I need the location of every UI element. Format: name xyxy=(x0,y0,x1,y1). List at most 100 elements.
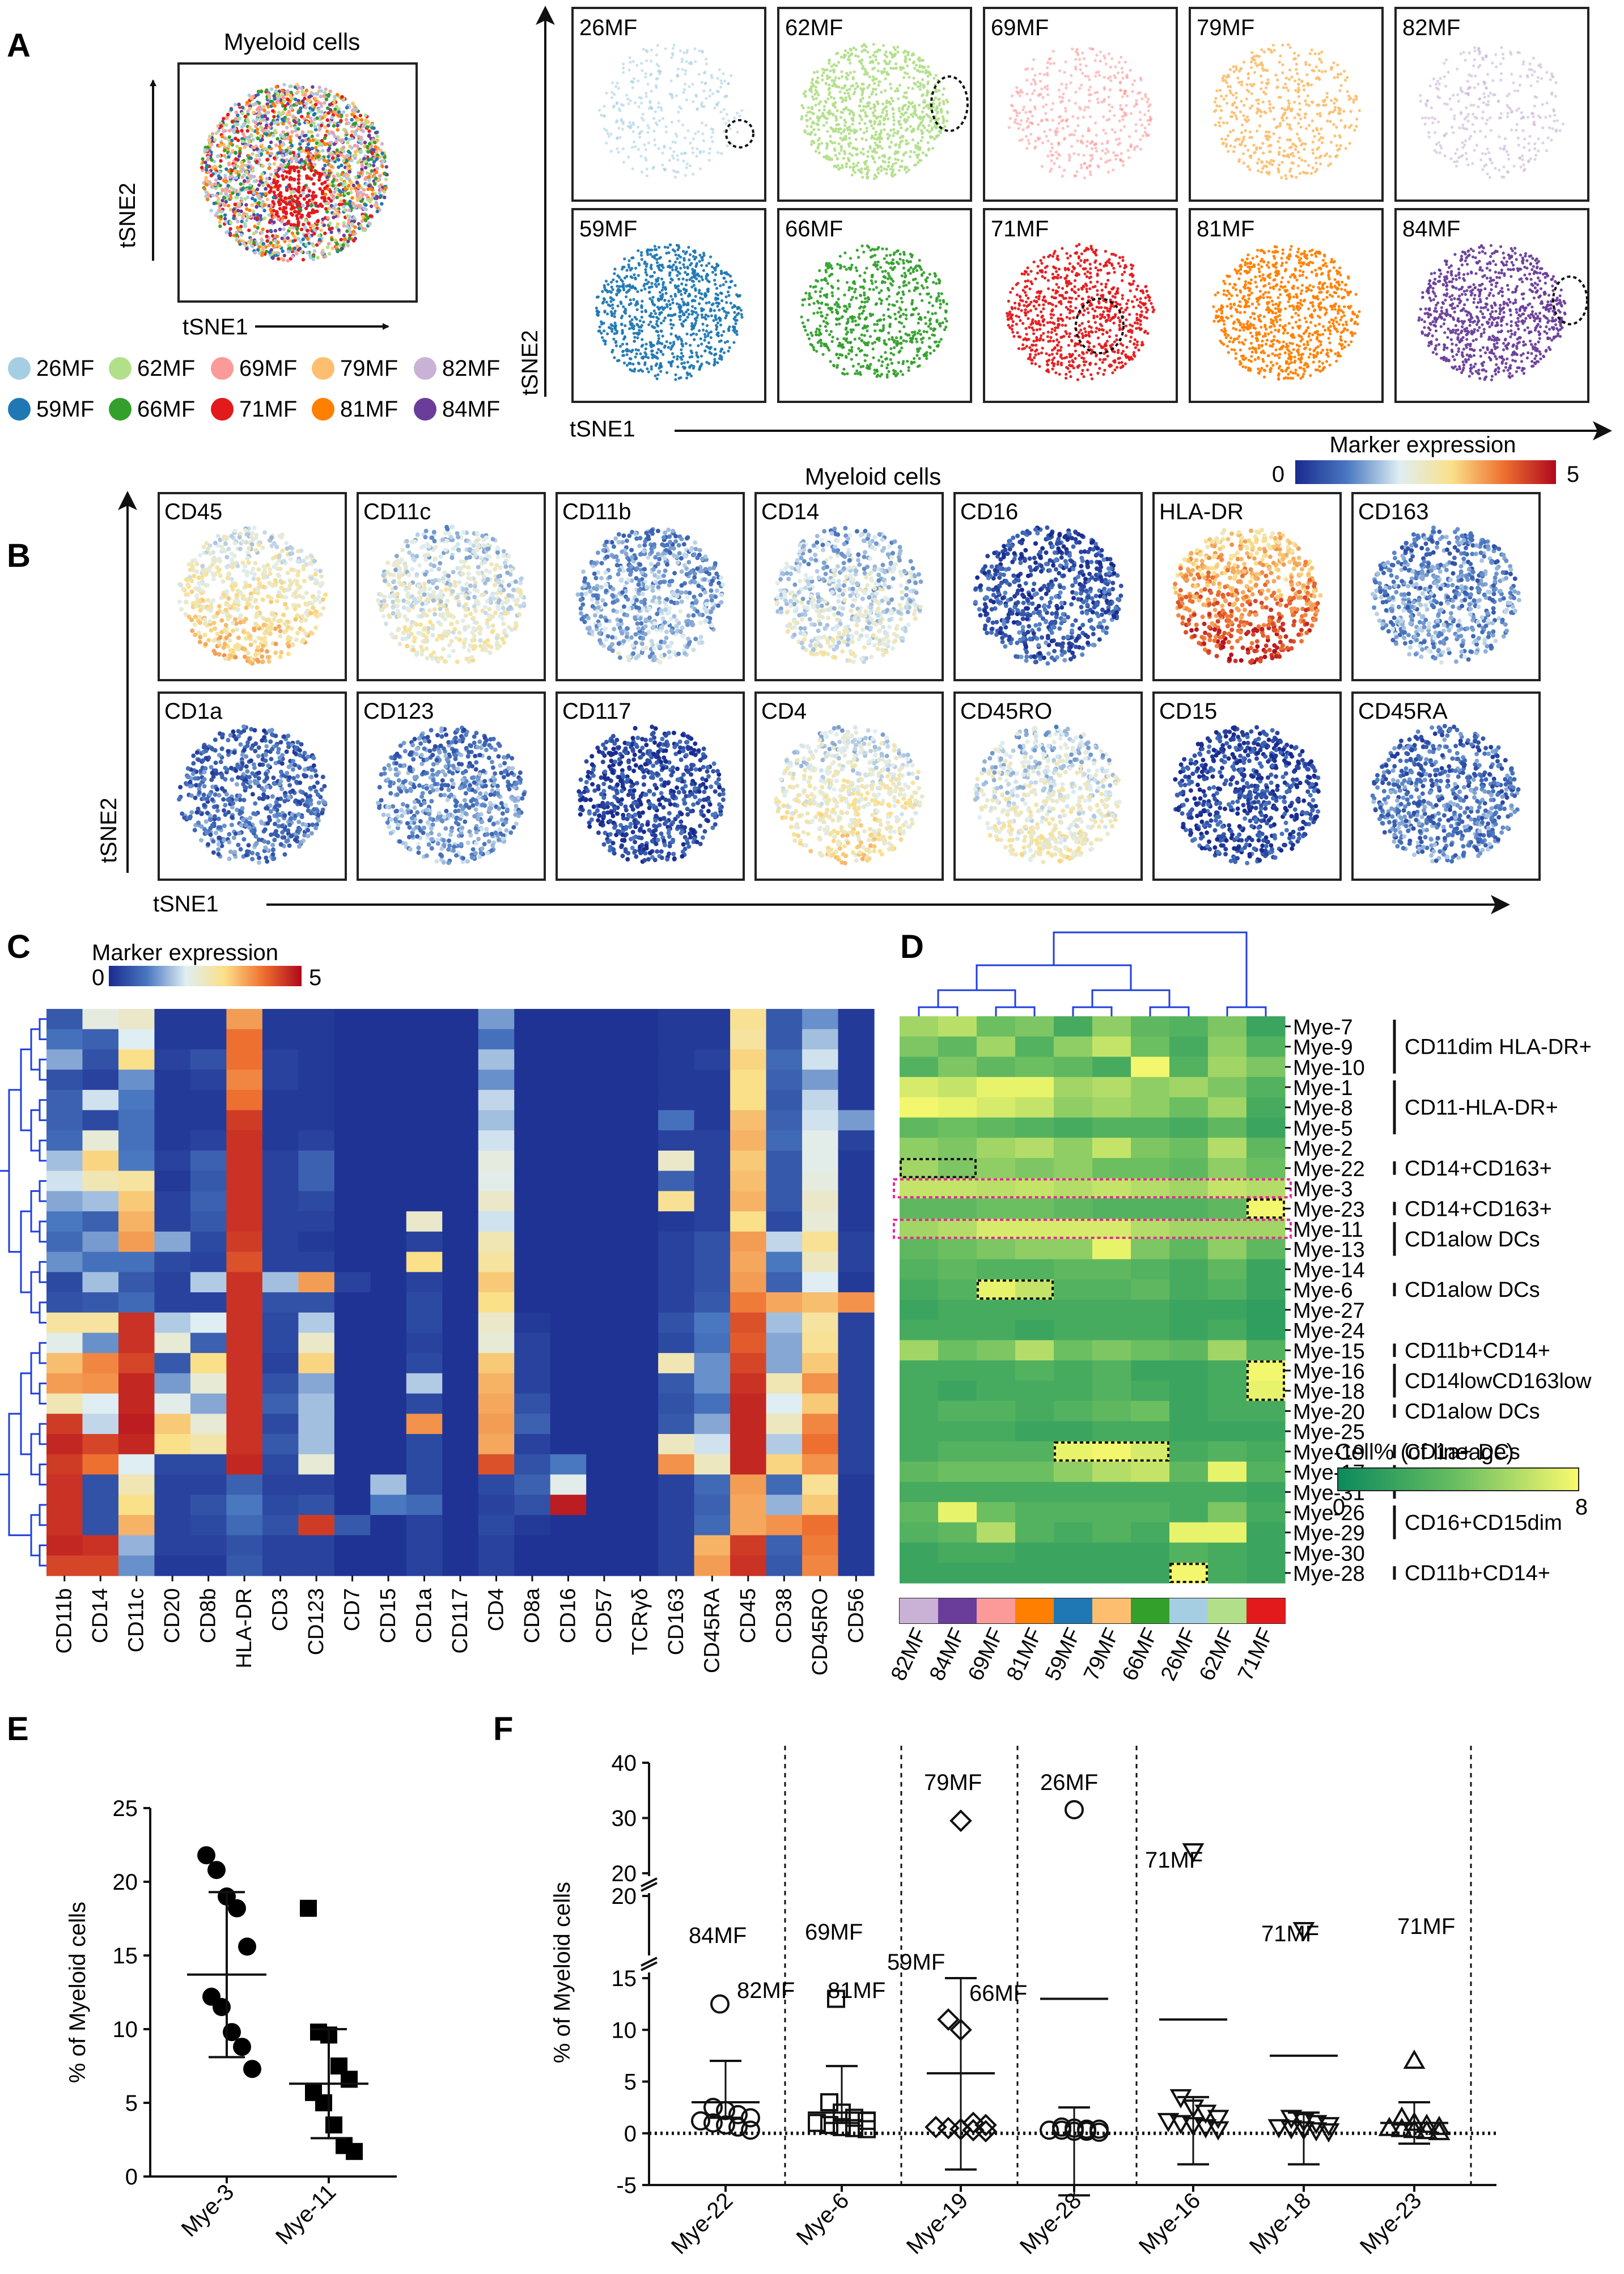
sample-cell xyxy=(1515,129,1518,132)
sample-cell xyxy=(1074,174,1078,177)
sample-cell xyxy=(617,126,621,130)
sample-cell xyxy=(921,78,925,81)
sample-cell xyxy=(1134,129,1138,133)
overview-cell xyxy=(358,158,362,162)
sample-cell xyxy=(1275,86,1279,89)
overview-cell xyxy=(296,177,301,181)
sample-cell xyxy=(1061,96,1065,99)
sample-cell xyxy=(1248,107,1252,110)
sample-cell xyxy=(1233,145,1236,149)
sample-cell xyxy=(611,307,614,310)
sample-cell xyxy=(725,94,728,97)
sample-cell xyxy=(1088,78,1091,82)
sample-cell xyxy=(1232,150,1236,153)
sample-cell xyxy=(1259,87,1263,91)
overview-cell xyxy=(246,143,250,147)
sample-cell xyxy=(1104,152,1107,155)
overview-cell xyxy=(233,210,237,214)
sample-cell xyxy=(1282,119,1285,122)
sample-cell xyxy=(868,101,871,105)
sample-cell xyxy=(1222,121,1226,125)
overview-cell xyxy=(370,123,374,128)
overview-cell xyxy=(288,84,292,88)
sample-cell xyxy=(1299,125,1303,129)
overview-cell xyxy=(234,111,238,114)
sample-cell xyxy=(1074,91,1078,94)
sample-cell xyxy=(628,121,631,125)
sample-cell xyxy=(1074,49,1078,53)
sample-cell xyxy=(627,102,630,105)
sample-cell xyxy=(1473,49,1477,53)
overview-cell xyxy=(265,158,269,162)
sample-cell xyxy=(1527,142,1530,145)
overview-cell xyxy=(318,114,323,119)
sample-cell xyxy=(1494,167,1497,170)
sample-cell xyxy=(1444,58,1448,62)
overview-cell xyxy=(320,220,324,225)
sample-cell xyxy=(1313,135,1316,138)
sample-cell xyxy=(1033,80,1037,83)
overview-cell xyxy=(339,153,344,157)
overview-cell xyxy=(296,237,300,241)
overview-cell xyxy=(280,143,284,147)
overview-cell xyxy=(278,148,283,152)
overview-cell xyxy=(336,211,340,216)
overview-cell xyxy=(274,89,278,94)
overview-cell xyxy=(352,239,356,243)
sample-cell xyxy=(1232,94,1235,97)
sample-cell xyxy=(1427,116,1431,120)
overview-cell xyxy=(230,168,234,173)
sample-cell xyxy=(914,113,918,117)
sample-cell xyxy=(644,347,647,351)
sample-cell xyxy=(1031,114,1034,118)
sample-cell xyxy=(1243,104,1246,107)
overview-cell xyxy=(322,94,326,98)
sample-cell xyxy=(1087,88,1091,92)
sample-cell xyxy=(1326,119,1329,122)
overview-cell xyxy=(248,107,252,111)
sample-cell xyxy=(1116,154,1119,157)
sample-cell xyxy=(1491,79,1495,82)
sample-cell xyxy=(1027,124,1031,128)
sample-cell xyxy=(709,147,712,150)
sample-cell xyxy=(1295,68,1298,71)
sample-cell xyxy=(872,127,875,130)
overview-cell xyxy=(379,188,383,192)
overview-cell xyxy=(340,247,344,251)
sample-cell xyxy=(684,136,687,139)
overview-cell xyxy=(373,196,378,201)
sample-cell xyxy=(928,120,932,123)
sample-cell xyxy=(1522,169,1525,172)
sample-cell xyxy=(1293,100,1296,104)
sample-cell xyxy=(693,338,696,341)
sample-cell xyxy=(1091,154,1094,157)
overview-cell xyxy=(323,199,327,203)
sample-cell xyxy=(1040,87,1044,91)
sample-cell xyxy=(860,50,864,53)
sample-cell xyxy=(616,147,619,150)
overview-cell xyxy=(201,157,205,161)
sample-cell xyxy=(860,118,863,121)
overview-cell xyxy=(343,208,347,213)
sample-cell xyxy=(1472,112,1475,116)
overview-cell xyxy=(215,211,219,215)
sample-cell xyxy=(854,87,857,91)
sample-cell xyxy=(1071,115,1075,118)
sample-cell xyxy=(1109,65,1112,69)
overview-y-label: tSNE2 xyxy=(115,183,140,248)
overview-cell xyxy=(271,133,275,137)
overview-cell xyxy=(326,216,330,220)
sample-cell xyxy=(644,342,648,346)
overview-cell xyxy=(325,210,329,214)
overview-cell xyxy=(281,168,285,172)
sample-cell xyxy=(722,72,725,75)
sample-cell xyxy=(1280,107,1284,110)
sample-cell xyxy=(1287,89,1290,92)
sample-cell xyxy=(867,150,870,154)
sample-cell xyxy=(1127,135,1131,138)
sample-cell xyxy=(700,121,704,125)
sample-cell xyxy=(946,100,949,104)
overview-cell xyxy=(235,193,240,197)
overview-cell xyxy=(316,219,320,223)
